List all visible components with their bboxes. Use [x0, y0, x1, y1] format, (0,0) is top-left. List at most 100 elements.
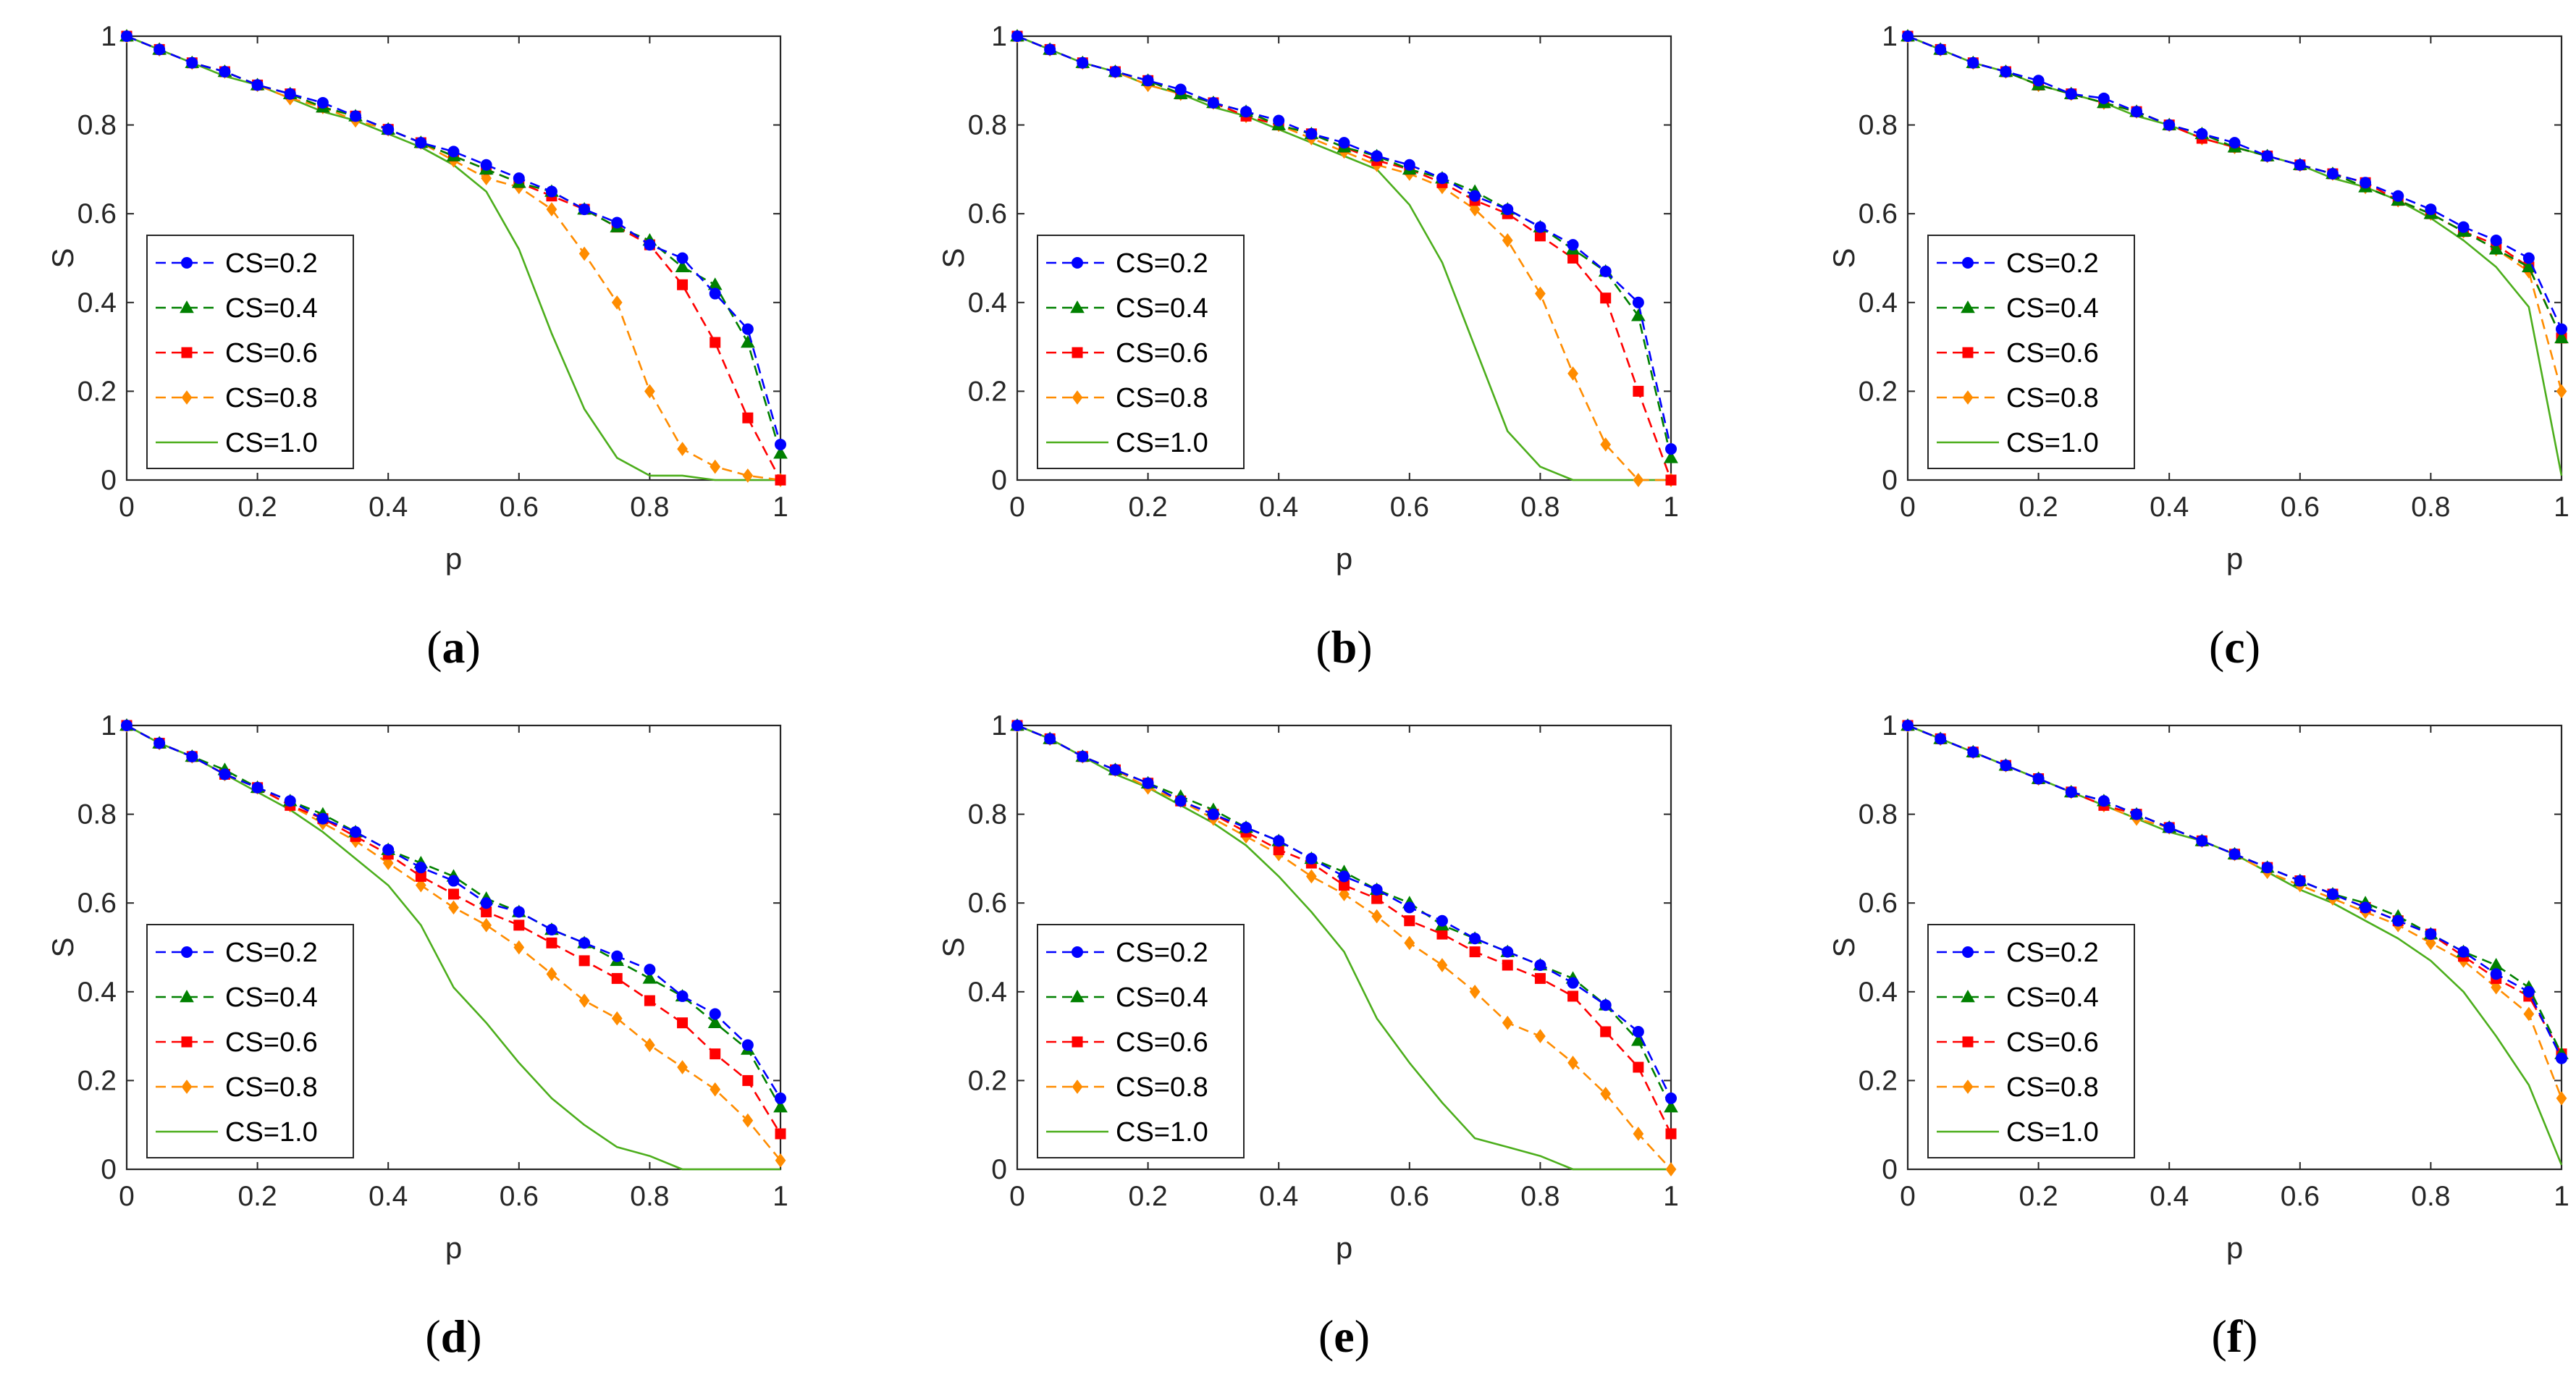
data-point: [1600, 1086, 1612, 1101]
x-tick-label: 1: [2554, 1181, 2569, 1212]
data-point: [2163, 119, 2176, 131]
data-point: [186, 56, 198, 69]
x-tick-label: 0: [119, 492, 135, 523]
y-tick-label: 0: [1882, 1154, 1898, 1185]
data-point: [1902, 720, 1914, 731]
x-tick-label: 0: [1900, 492, 1916, 523]
data-point: [2556, 1091, 2567, 1106]
data-point: [1632, 1025, 1644, 1038]
x-tick-label: 0.6: [1390, 492, 1429, 523]
x-tick-label: 0.6: [500, 1181, 539, 1212]
data-point: [2488, 242, 2504, 255]
data-point: [2556, 384, 2567, 399]
data-point: [513, 940, 525, 955]
data-point: [251, 79, 264, 91]
y-tick-label: 0.8: [1859, 799, 1898, 830]
caption-close-paren: ): [2245, 621, 2260, 673]
caption-open-paren: (: [425, 1310, 440, 1362]
y-tick-label: 0.6: [968, 888, 1007, 919]
y-tick-label: 0.6: [1859, 198, 1898, 230]
legend-entry-label: CS=0.6: [1116, 338, 1208, 369]
data-point: [1665, 1092, 1677, 1104]
data-point: [2294, 875, 2306, 887]
data-point: [2163, 821, 2176, 833]
y-tick-label: 0: [1882, 465, 1898, 496]
data-point: [1469, 933, 1481, 945]
data-point: [710, 459, 721, 474]
data-point: [775, 474, 786, 486]
legend: CS=0.2 CS=0.4 CS=0.6 CS=0.8 CS=1.0: [146, 924, 354, 1158]
legend-marker: [1962, 1036, 1974, 1048]
data-point: [1599, 265, 1612, 277]
y-tick-label: 0.8: [968, 799, 1007, 830]
data-point: [2457, 946, 2470, 958]
data-point: [742, 1113, 754, 1128]
x-tick-label: 0.8: [2411, 1181, 2450, 1212]
caption-open-paren: (: [1318, 1310, 1334, 1362]
x-tick-label: 0.2: [237, 492, 277, 523]
data-point: [1044, 43, 1056, 56]
data-point: [1109, 66, 1121, 78]
caption-close-paren: ): [466, 1310, 481, 1362]
series-line: [1016, 35, 1671, 481]
data-point: [677, 279, 689, 290]
data-point: [2032, 773, 2045, 785]
data-point: [677, 442, 688, 456]
data-point: [742, 1074, 754, 1086]
data-point: [2425, 935, 2436, 951]
caption-letter: a: [442, 621, 466, 673]
legend: CS=0.2 CS=0.4 CS=0.6 CS=0.8 CS=1.0: [1927, 235, 2135, 469]
data-point: [1567, 366, 1578, 381]
data-point: [1567, 990, 1579, 1002]
data-point: [1469, 190, 1481, 202]
y-axis-label: S: [46, 248, 80, 268]
data-point: [676, 252, 689, 264]
data-point: [775, 1092, 786, 1104]
data-point: [2261, 862, 2273, 874]
data-point: [2131, 106, 2143, 118]
data-point: [2294, 159, 2306, 171]
data-point: [1665, 474, 1677, 486]
panel-caption: (c): [2209, 621, 2260, 673]
data-point: [709, 287, 721, 300]
data-point: [350, 826, 362, 838]
data-point: [1600, 1026, 1612, 1038]
caption-letter: b: [1331, 621, 1358, 673]
legend-entry-label: CS=0.8: [2006, 383, 2099, 413]
panel-caption: (f): [2212, 1310, 2258, 1362]
data-point: [2522, 252, 2535, 264]
y-tick-label: 1: [1882, 21, 1898, 52]
y-tick-label: 0.6: [77, 198, 117, 230]
data-point: [186, 750, 198, 762]
legend-entry-label: CS=0.6: [1116, 1027, 1208, 1058]
legend-marker: [1072, 257, 1083, 269]
data-point: [1174, 795, 1187, 807]
legend-marker: [181, 257, 193, 269]
data-point: [1436, 172, 1448, 185]
data-point: [1436, 928, 1448, 940]
x-tick-label: 0: [1900, 1181, 1916, 1212]
data-point: [481, 171, 492, 185]
legend-entry-label: CS=0.6: [225, 338, 318, 369]
legend-entry-label: CS=0.8: [225, 1072, 318, 1103]
data-point: [611, 972, 623, 984]
caption-open-paren: (: [426, 621, 442, 673]
y-tick-label: 0.2: [968, 1065, 1007, 1096]
series-line: [126, 35, 782, 445]
data-point: [153, 737, 166, 749]
data-point: [2360, 901, 2372, 914]
legend-marker: [1070, 300, 1085, 314]
legend-marker: [181, 1080, 193, 1094]
y-tick-label: 0.6: [1859, 888, 1898, 919]
data-point: [219, 768, 231, 781]
x-tick-label: 0.4: [2150, 1181, 2189, 1212]
data-point: [2490, 234, 2502, 246]
y-tick-label: 0: [991, 1154, 1007, 1185]
data-point: [1567, 977, 1579, 989]
data-point: [415, 137, 427, 149]
x-tick-label: 0.2: [237, 1181, 277, 1212]
y-tick-label: 0.8: [77, 110, 117, 141]
data-point: [316, 812, 329, 825]
